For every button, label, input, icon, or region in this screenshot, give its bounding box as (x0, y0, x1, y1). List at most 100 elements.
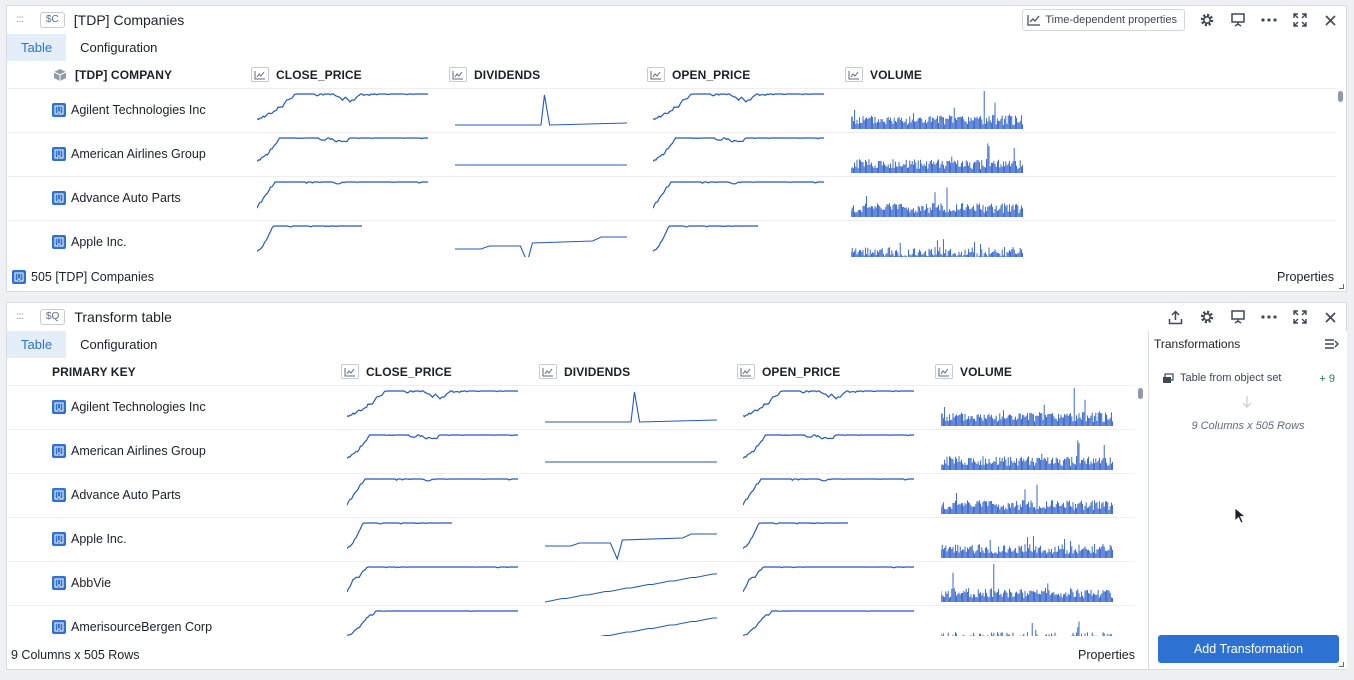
collapse-panel-button[interactable] (1324, 337, 1339, 355)
row-name[interactable]: Apple Inc. (52, 235, 127, 249)
row-name[interactable]: AmerisourceBergen Corp (52, 620, 212, 634)
column-header-label: VOLUME (870, 67, 922, 82)
drag-handle-icon[interactable]: :::: (16, 311, 24, 322)
column-header-volume[interactable]: VOLUME (935, 358, 1012, 385)
gear-icon (1200, 310, 1213, 324)
table-row[interactable]: Agilent Technologies Inc (7, 385, 1135, 429)
volume-sparkline (941, 564, 1113, 602)
close-button[interactable] (1315, 303, 1346, 331)
table-row[interactable]: American Airlines Group (7, 429, 1135, 473)
column-header-dividends[interactable]: DIVIDENDS (539, 358, 630, 385)
table-row[interactable]: Advance Auto Parts (7, 176, 1337, 220)
resize-handle[interactable] (1339, 662, 1344, 667)
line-chart-icon (539, 364, 557, 379)
row-label: Agilent Technologies Inc (71, 103, 206, 117)
present-button[interactable] (1222, 303, 1253, 331)
step-column-badge: + 9 (1319, 373, 1335, 385)
close-price-sparkline (257, 93, 429, 121)
scrollbar-thumb[interactable] (1338, 91, 1343, 102)
row-name[interactable]: American Airlines Group (52, 444, 206, 458)
export-button[interactable] (1160, 303, 1191, 331)
panel-footer: 9 Columns x 505 Rows Properties (7, 641, 1148, 669)
settings-button[interactable] (1191, 6, 1222, 34)
maximize-button[interactable] (1284, 303, 1315, 331)
building-icon (52, 400, 66, 414)
column-header-label: VOLUME (960, 364, 1012, 379)
close-price-sparkline (347, 478, 518, 506)
row-name[interactable]: Advance Auto Parts (52, 488, 181, 502)
more-button[interactable] (1253, 6, 1284, 34)
close-price-sparkline (257, 181, 428, 209)
maximize-button[interactable] (1284, 6, 1315, 34)
panel-tabs: Table Configuration (7, 331, 1146, 358)
close-button[interactable] (1315, 6, 1346, 34)
column-header-open-price[interactable]: OPEN_PRICE (737, 358, 840, 385)
tab-table[interactable]: Table (7, 34, 67, 61)
column-header-dividends[interactable]: DIVIDENDS (449, 61, 540, 88)
time-dependent-properties-button[interactable]: Time-dependent properties (1022, 9, 1185, 31)
column-header-open-price[interactable]: OPEN_PRICE (647, 61, 750, 88)
present-button[interactable] (1222, 6, 1253, 34)
table-row[interactable]: AbbVie (7, 561, 1135, 605)
tab-table[interactable]: Table (7, 331, 67, 358)
column-header-close-price[interactable]: CLOSE_PRICE (341, 358, 452, 385)
time-dependent-label: Time-dependent properties (1045, 14, 1177, 26)
upload-icon (1168, 309, 1183, 324)
table-row[interactable]: AmerisourceBergen Corp (7, 605, 1135, 636)
table-row[interactable]: Advance Auto Parts (7, 473, 1135, 517)
resize-handle[interactable] (1339, 284, 1344, 289)
more-button[interactable] (1253, 303, 1284, 331)
open-price-sparkline (743, 478, 914, 506)
open-price-sparkline (743, 434, 914, 459)
tab-configuration[interactable]: Configuration (80, 40, 158, 55)
dividends-sparkline (545, 461, 717, 463)
open-price-sparkline (743, 610, 914, 636)
table-row[interactable]: Agilent Technologies Inc (7, 88, 1337, 132)
object-count: 505 [TDP] Companies (31, 270, 154, 284)
add-transformation-button[interactable]: Add Transformation (1158, 635, 1339, 663)
mouse-cursor-icon (1234, 507, 1247, 529)
open-price-sparkline (743, 390, 915, 418)
panel-toolbar: Time-dependent properties (1022, 6, 1346, 34)
column-header-volume[interactable]: VOLUME (845, 61, 922, 88)
column-header-label: CLOSE_PRICE (366, 364, 452, 379)
drag-handle-icon[interactable]: :::: (16, 14, 24, 25)
line-chart-icon (647, 67, 665, 82)
line-chart-icon (737, 364, 755, 379)
row-name[interactable]: Agilent Technologies Inc (52, 103, 206, 117)
row-name[interactable]: Agilent Technologies Inc (52, 400, 206, 414)
table-row[interactable]: Apple Inc. (7, 517, 1135, 561)
object-set-icon (1163, 372, 1174, 383)
row-label: AbbVie (71, 576, 112, 590)
more-icon (1260, 18, 1277, 22)
column-header-primary-key[interactable]: PRIMARY KEY (52, 358, 136, 385)
row-name[interactable]: Apple Inc. (52, 532, 127, 546)
dividends-sparkline (455, 164, 627, 166)
tab-configuration[interactable]: Configuration (80, 337, 158, 352)
settings-button[interactable] (1191, 303, 1222, 331)
volume-sparkline (941, 440, 1113, 470)
transformation-step[interactable]: Table from object set (1162, 372, 1282, 384)
dividends-sparkline (545, 476, 717, 518)
table-row[interactable]: American Airlines Group (7, 132, 1337, 176)
table-row[interactable]: Apple Inc. (7, 220, 1337, 257)
row-name[interactable]: Advance Auto Parts (52, 191, 181, 205)
arrow-down-icon (1242, 395, 1252, 414)
properties-link[interactable]: Properties (1277, 270, 1334, 284)
dividends-sparkline (455, 179, 627, 221)
row-name[interactable]: American Airlines Group (52, 147, 206, 161)
volume-sparkline (941, 484, 1113, 514)
panel-header: :::: $Q Transform table (7, 303, 1346, 331)
presentation-icon (1230, 310, 1245, 324)
variable-badge: $C (40, 12, 65, 28)
column-header-company[interactable]: [TDP] COMPANY (52, 61, 172, 88)
row-column-count: 9 Columns x 505 Rows (11, 648, 140, 662)
column-header-close-price[interactable]: CLOSE_PRICE (251, 61, 362, 88)
row-name[interactable]: AbbVie (52, 576, 111, 590)
building-icon (52, 620, 66, 634)
maximize-icon (1292, 310, 1307, 324)
open-price-sparkline (653, 137, 824, 162)
properties-link[interactable]: Properties (1078, 648, 1135, 662)
column-header-label: DIVIDENDS (564, 364, 631, 379)
scrollbar-thumb[interactable] (1138, 388, 1143, 399)
